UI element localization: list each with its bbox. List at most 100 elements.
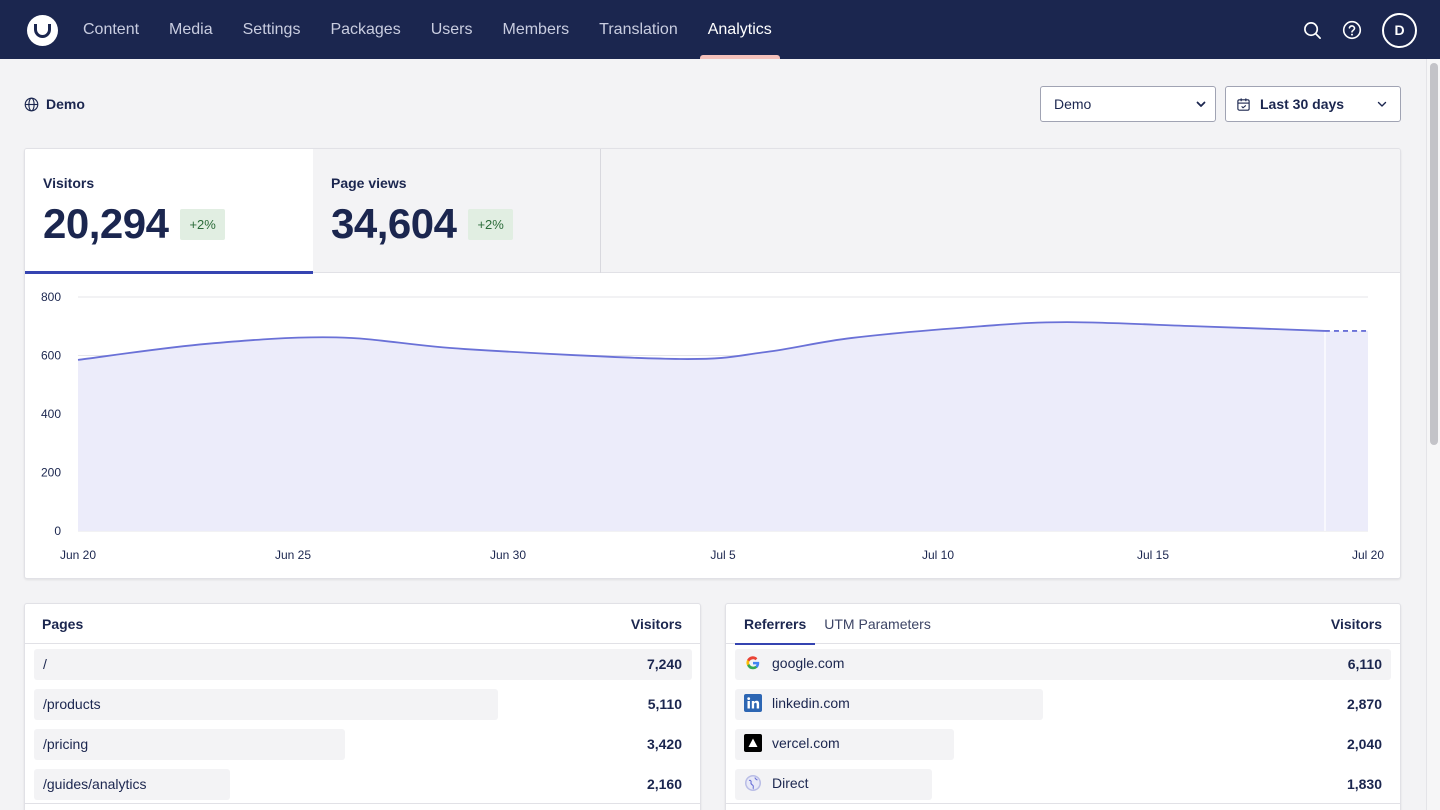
nav-item-content[interactable]: Content [83, 20, 140, 38]
visitors-column-header: Visitors [1330, 616, 1382, 632]
site-name: Demo [46, 96, 85, 112]
metric-label: Page views [331, 175, 407, 191]
x-tick-label: Jun 25 [275, 548, 311, 562]
pages-column-header: Pages [42, 616, 84, 632]
main-nav: Content Media Settings Packages Users Me… [68, 0, 787, 59]
search-icon[interactable] [1298, 12, 1326, 48]
row-label: linkedin.com [744, 694, 850, 712]
calendar-icon [1237, 97, 1250, 111]
row-value: 5,110 [647, 696, 682, 712]
row-value: 1,830 [1346, 776, 1382, 792]
row-share-bar [34, 769, 230, 800]
change-badge: +2% [468, 208, 513, 240]
nav-item-users[interactable]: Users [430, 20, 473, 38]
row-share-bar [34, 689, 498, 720]
y-tick-label: 600 [41, 349, 61, 363]
row-value: 7,240 [646, 656, 682, 672]
date-range-value: Last 30 days [1260, 96, 1345, 112]
row-value: 6,110 [1347, 656, 1382, 672]
table-row[interactable]: vercel.com 2,040 [726, 724, 1400, 764]
site-label: Demo [24, 96, 85, 112]
nav-item-media[interactable]: Media [169, 20, 213, 38]
x-tick-label: Jul 10 [922, 548, 954, 562]
help-icon[interactable] [1338, 12, 1366, 48]
pages-table-header: Pages Visitors [25, 604, 700, 644]
pages-table: Pages Visitors / 7,240/products 5,110/pric… [24, 603, 701, 810]
row-label: vercel.com [744, 734, 840, 752]
globe-icon [24, 97, 39, 111]
google-icon [744, 654, 762, 672]
series-line [77, 321, 1326, 361]
table-row[interactable]: Direct 1,830 [726, 764, 1400, 804]
nav-item-packages[interactable]: Packages [330, 20, 401, 38]
row-share-bar [735, 729, 954, 760]
row-label-text: / [43, 656, 47, 672]
y-tick-label: 400 [41, 407, 61, 421]
row-share-bar [735, 769, 932, 800]
globe-icon [744, 774, 762, 792]
divider [726, 803, 1400, 804]
site-select[interactable]: Demo [1040, 86, 1216, 122]
row-label: /products [43, 696, 101, 712]
chevron-down-icon [1196, 101, 1206, 107]
tab-utm-parameters[interactable]: UTM Parameters [824, 616, 931, 632]
nav-item-settings[interactable]: Settings [242, 20, 301, 38]
row-label: Direct [744, 774, 809, 792]
table-row[interactable]: /pricing 3,420 [25, 724, 700, 764]
divider [25, 803, 700, 804]
metric-divider [600, 149, 601, 273]
row-label: google.com [744, 654, 844, 672]
top-actions: D [1298, 12, 1417, 48]
x-tick-label: Jul 15 [1137, 548, 1169, 562]
table-row[interactable]: /guides/analytics 2,160 [25, 764, 700, 804]
y-tick-label: 800 [41, 290, 61, 304]
tab-referrers[interactable]: Referrers [735, 604, 816, 645]
x-tick-label: Jun 30 [490, 548, 526, 562]
metric-value: 20,294 [43, 200, 169, 247]
row-label-text: /products [43, 696, 101, 712]
site-select-value: Demo [1054, 96, 1092, 112]
top-navigation-bar: Content Media Settings Packages Users Me… [0, 0, 1440, 59]
row-label-text: Direct [772, 775, 809, 791]
nav-item-analytics[interactable]: Analytics [693, 0, 787, 59]
linkedin-icon [744, 694, 762, 712]
row-value: 3,420 [646, 736, 682, 752]
table-row[interactable]: /products 5,110 [25, 684, 700, 724]
y-tick-label: 200 [41, 466, 61, 480]
scrollbar-thumb[interactable] [1430, 63, 1438, 445]
vercel-icon [744, 734, 762, 752]
page-scrollbar[interactable] [1426, 59, 1440, 810]
row-share-bar [735, 689, 1043, 720]
date-range-select[interactable]: Last 30 days [1225, 86, 1401, 122]
row-value: 2,160 [646, 776, 682, 792]
nav-item-members[interactable]: Members [502, 20, 570, 38]
referrers-tabs: Referrers UTM Parameters [735, 604, 940, 645]
visitors-column-header: Visitors [630, 616, 682, 632]
row-label-text: /pricing [43, 736, 89, 752]
umbraco-logo-icon[interactable] [27, 15, 58, 46]
row-share-bar [735, 649, 1391, 680]
row-label-text: /guides/analytics [43, 776, 147, 792]
analytics-chart-card: Visitors 20,294 +2% Page views 34,604 +2… [24, 148, 1401, 579]
nav-item-translation[interactable]: Translation [599, 20, 678, 38]
metric-tab-visitors[interactable]: Visitors 20,294 +2% [25, 149, 313, 274]
row-share-bar [34, 649, 692, 680]
row-label: / [43, 656, 47, 672]
table-row[interactable]: google.com 6,110 [726, 644, 1400, 684]
row-label: /pricing [43, 736, 88, 752]
user-avatar[interactable]: D [1382, 12, 1417, 48]
y-tick-label: 0 [54, 524, 61, 538]
referrers-table: Referrers UTM Parameters Visitors google… [725, 603, 1401, 810]
x-tick-label: Jul 5 [710, 548, 736, 562]
metric-label: Visitors [43, 175, 95, 191]
table-row[interactable]: / 7,240 [25, 644, 700, 684]
row-label-text: google.com [772, 655, 845, 671]
metrics-row: Visitors 20,294 +2% Page views 34,604 +2… [25, 149, 1400, 274]
change-badge: +2% [180, 208, 225, 240]
visitors-area-chart: 800 600 400 200 0 Jun 20 Jun 25 Jun 30 Jul 5 Jul … [41, 290, 1384, 562]
x-tick-label: Jul 20 [1352, 548, 1384, 562]
row-label-text: vercel.com [772, 735, 840, 751]
row-share-bar [34, 729, 345, 760]
table-row[interactable]: linkedin.com 2,870 [726, 684, 1400, 724]
metric-tab-page-views[interactable]: Page views 34,604 +2% [313, 149, 601, 273]
